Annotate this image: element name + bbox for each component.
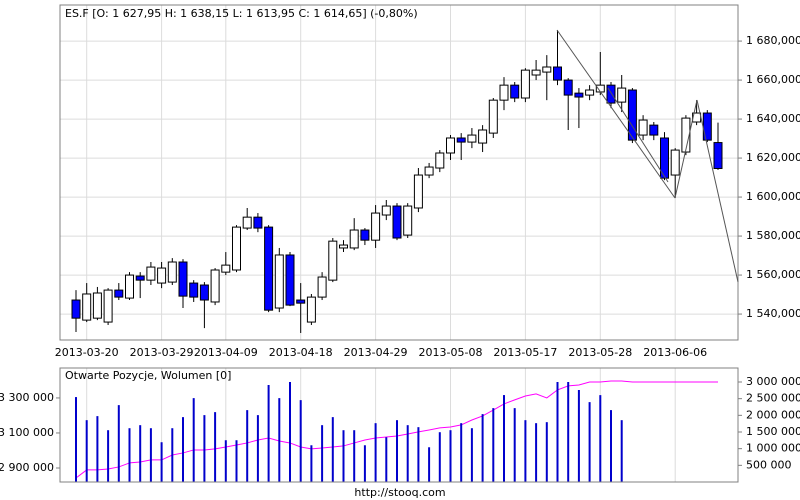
y2-tick-label: 3 000 000 <box>746 375 800 388</box>
candle-body <box>585 89 595 96</box>
x-tick-label: 2013-03-20 <box>55 346 119 359</box>
candle-body <box>649 124 659 136</box>
x-tick-label: 2013-04-18 <box>269 346 333 359</box>
footer: http://stooq.com <box>354 486 445 499</box>
candle-body <box>424 166 434 176</box>
candle-body <box>660 137 669 179</box>
x-tick-label: 2013-03-29 <box>130 346 194 359</box>
candle-body <box>146 266 156 281</box>
candle-body <box>553 66 562 81</box>
x-tick-label: 2013-05-28 <box>568 346 632 359</box>
y2-tick-label: 1 000 000 <box>746 442 800 455</box>
candle-body <box>135 275 145 281</box>
x-tick-label: 2013-04-29 <box>344 346 408 359</box>
candle-body <box>381 205 391 216</box>
y2-tick-label: 2 000 000 <box>746 408 800 421</box>
candle-body <box>627 89 637 141</box>
y-tick-label: 1 660,000 <box>746 73 800 86</box>
candle-body <box>264 226 274 311</box>
y-tick-label: 1 640,000 <box>746 112 800 125</box>
candle-body <box>606 84 616 104</box>
candle-body <box>413 174 423 209</box>
candle-body <box>456 137 466 143</box>
y-tick-label: 1 600,000 <box>746 190 800 203</box>
candle-body <box>638 119 648 136</box>
trend-line <box>674 99 698 199</box>
y2-tick-label: 1 500 000 <box>746 425 800 438</box>
y-tick-label: 1 680,000 <box>746 34 800 47</box>
candle-body <box>542 66 552 73</box>
y-tick-label: 1 540,000 <box>746 307 800 320</box>
y-tick-label: 2 900 000 <box>0 461 54 474</box>
y-tick-label: 3 100 000 <box>0 426 54 439</box>
candle-body <box>371 212 381 241</box>
candle-body <box>478 129 488 144</box>
candle-body <box>92 292 102 319</box>
candle-body <box>232 226 241 271</box>
candle-body <box>499 84 509 101</box>
x-tick-label: 2013-05-17 <box>493 346 557 359</box>
trend-line <box>607 87 669 183</box>
candle-body <box>199 284 209 301</box>
candle-body <box>446 137 455 154</box>
candle-body <box>435 152 445 169</box>
candle-body <box>713 142 723 170</box>
candle-body <box>328 240 338 281</box>
candle-body <box>467 134 477 143</box>
y-tick-label: 1 560,000 <box>746 268 800 281</box>
x-tick-label: 2013-06-06 <box>643 346 707 359</box>
candle-body <box>157 267 167 284</box>
candle-body <box>520 69 530 99</box>
candle-body <box>114 289 124 298</box>
candle-body <box>317 276 327 298</box>
y-tick-label: 1 620,000 <box>746 151 800 164</box>
candle-body <box>103 289 113 323</box>
candle-body <box>178 261 188 297</box>
candle-body <box>574 92 584 98</box>
price-frame <box>59 4 739 341</box>
candle-body <box>681 117 691 153</box>
candle-body <box>349 229 359 249</box>
candle-body <box>531 69 541 76</box>
trend-line <box>696 99 739 283</box>
candle-body <box>488 99 498 134</box>
candle-body <box>510 84 520 99</box>
candle-body <box>71 299 81 319</box>
candle-body <box>221 264 231 273</box>
candle-body <box>403 205 413 236</box>
y-tick-label: 1 580,000 <box>746 229 800 242</box>
x-tick-label: 2013-05-08 <box>419 346 483 359</box>
candle-body <box>167 261 177 283</box>
candle-body <box>339 244 348 249</box>
candle-body <box>670 149 680 176</box>
candle-body <box>563 79 573 96</box>
chart-title: ES.F [O: 1 627,95 H: 1 638,15 L: 1 613,9… <box>65 7 418 20</box>
volume-title: Otwarte Pozycje, Wolumen [0] <box>65 369 231 382</box>
y-tick-label: 3 300 000 <box>0 391 54 404</box>
candle-body <box>274 254 284 309</box>
candle-body <box>285 254 295 306</box>
candle-body <box>617 87 627 103</box>
y2-tick-label: 500 000 <box>746 458 792 471</box>
candle-body <box>125 274 134 299</box>
candle-body <box>702 112 712 141</box>
trend-lines <box>556 29 739 283</box>
y2-tick-label: 2 500 000 <box>746 392 800 405</box>
volume-frame <box>59 367 739 483</box>
candle-body <box>253 216 263 229</box>
candle-body <box>392 205 402 239</box>
trend-line <box>556 29 676 199</box>
candle-body <box>189 282 199 298</box>
candle-body <box>306 296 316 323</box>
candle-body <box>296 299 306 304</box>
candle-body <box>210 269 220 303</box>
x-tick-label: 2013-04-09 <box>194 346 258 359</box>
candle-body <box>82 293 92 321</box>
candle-body <box>360 229 370 241</box>
candle-body <box>242 216 252 229</box>
